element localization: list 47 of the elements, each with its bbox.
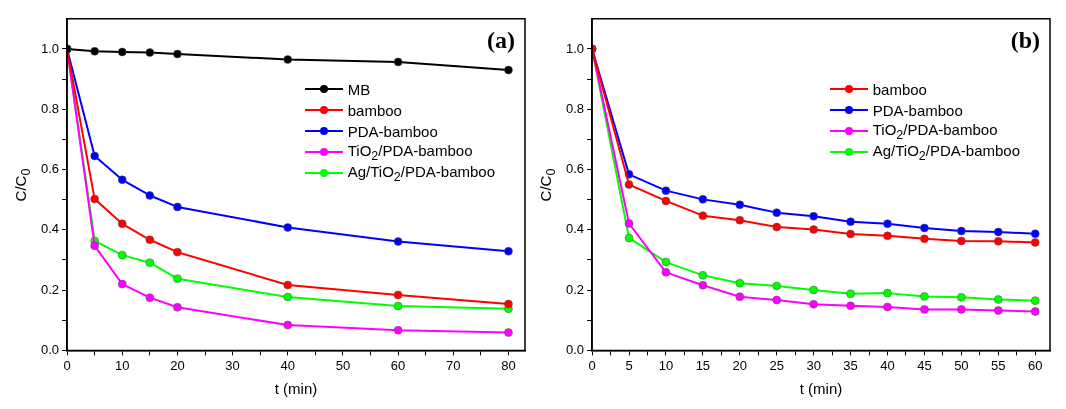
legend-label: bamboo (347, 101, 402, 119)
x-tick-label: 60 (390, 357, 406, 373)
annotation: (a) (487, 26, 515, 54)
y-tick-label: 0.2 (565, 281, 585, 297)
x-tick-label: 40 (880, 357, 895, 373)
y-tick-label: 0.0 (40, 341, 60, 357)
x-tick-label: 30 (225, 357, 240, 373)
legend-label: MB (347, 80, 371, 98)
x-tick-label: 10 (115, 357, 130, 373)
x-axis-title: t (min) (274, 380, 318, 398)
x-tick-label: 35 (843, 357, 858, 373)
legend-label: TiO$_{2}$/PDA-bamboo (347, 141, 473, 163)
y-tick-label: 1.0 (565, 40, 585, 56)
legend-label: Ag/TiO$_{2}$/PDA-bamboo (347, 162, 495, 184)
legend-label: TiO$_{2}$/PDA-bamboo (872, 120, 998, 142)
x-tick-label: 30 (806, 357, 821, 373)
x-tick-label: 0 (63, 357, 71, 373)
x-axis-title: t (min) (799, 380, 843, 398)
y-tick-label: 0.6 (565, 161, 585, 177)
y-tick-label: 0.2 (40, 281, 60, 297)
y-tick-label: 0.0 (565, 341, 585, 357)
x-tick-label: 10 (658, 357, 674, 373)
x-tick-label: 0 (588, 357, 596, 373)
x-tick-label: 50 (335, 357, 351, 373)
y-tick-label: 0.6 (40, 161, 60, 177)
x-tick-label: 5 (625, 357, 633, 373)
legend-label: Ag/TiO$_{2}$/PDA-bamboo (872, 141, 1020, 163)
annotation: (b) (1010, 26, 1040, 54)
x-tick-label: 50 (954, 357, 969, 373)
x-tick-label: 55 (991, 357, 1006, 373)
legend-label: PDA-bamboo (347, 122, 438, 140)
x-tick-label: 40 (280, 357, 295, 373)
y-tick-label: 0.4 (40, 221, 60, 237)
x-tick-label: 20 (170, 357, 185, 373)
y-tick-label: 0.8 (565, 100, 585, 116)
x-tick-label: 80 (501, 357, 516, 373)
y-tick-label: 0.8 (40, 100, 60, 116)
y-tick-label: 1.0 (40, 40, 60, 56)
x-tick-label: 20 (732, 357, 748, 373)
x-tick-label: 15 (695, 357, 711, 373)
legend-label: PDA-bamboo (872, 101, 963, 119)
x-tick-label: 25 (769, 357, 784, 373)
x-tick-label: 45 (917, 357, 932, 373)
x-tick-label: 60 (1027, 357, 1043, 373)
y-tick-label: 0.4 (565, 221, 585, 237)
x-tick-label: 70 (446, 357, 461, 373)
legend-label: bamboo (872, 80, 927, 98)
